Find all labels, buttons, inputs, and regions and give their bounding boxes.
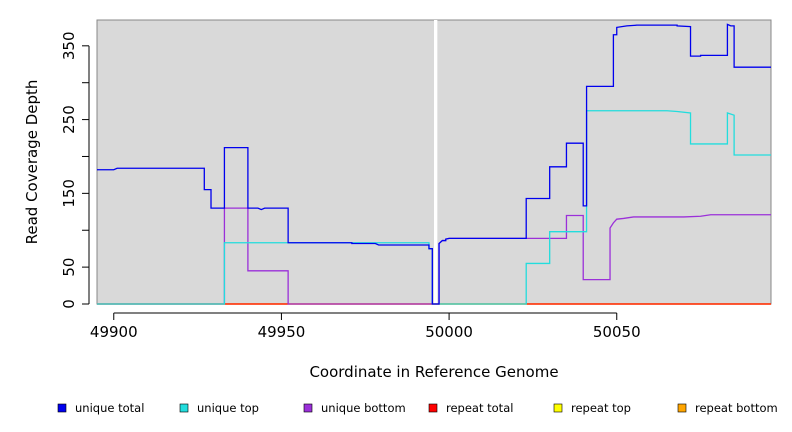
y-tick-label: 150 xyxy=(60,179,78,208)
legend-label: repeat top xyxy=(571,401,631,415)
y-tick-label: 50 xyxy=(60,258,78,277)
legend-swatch xyxy=(303,403,313,413)
gap-band xyxy=(434,20,438,304)
y-axis: 0 50 150 250 350 xyxy=(60,31,90,309)
x-tick-label: 50050 xyxy=(593,323,641,341)
legend-item-unique-total: unique total xyxy=(57,401,144,415)
legend-label: repeat total xyxy=(446,401,513,415)
legend-item-repeat-top: repeat top xyxy=(553,401,631,415)
legend-item-repeat-total: repeat total xyxy=(428,401,513,415)
x-axis-title: Coordinate in Reference Genome xyxy=(309,363,558,381)
legend-label: unique total xyxy=(75,401,144,415)
series-line-unique-total xyxy=(97,23,771,305)
legend-label: unique bottom xyxy=(321,401,406,415)
legend: unique total unique top unique bottom repea… xyxy=(57,401,778,415)
y-axis-title: Read Coverage Depth xyxy=(23,80,41,245)
legend-label: unique top xyxy=(197,401,259,415)
series-layer xyxy=(97,23,771,305)
x-tick-label: 50000 xyxy=(425,323,473,341)
legend-item-unique-top: unique top xyxy=(179,401,259,415)
legend-swatch xyxy=(677,403,687,413)
y-tick-label: 350 xyxy=(60,31,78,60)
legend-item-repeat-bottom: repeat bottom xyxy=(677,401,778,415)
legend-swatch xyxy=(57,403,67,413)
legend-swatch xyxy=(428,403,438,413)
legend-item-unique-bottom: unique bottom xyxy=(303,401,406,415)
y-tick-label: 250 xyxy=(60,105,78,134)
x-tick-label: 49950 xyxy=(258,323,306,341)
y-tick-label: 0 xyxy=(60,299,78,309)
legend-label: repeat bottom xyxy=(695,401,778,415)
legend-swatch xyxy=(179,403,189,413)
series-line-unique-bottom xyxy=(97,207,771,305)
x-tick-label: 49900 xyxy=(90,323,138,341)
x-axis: 49900 49950 50000 50050 xyxy=(90,312,641,341)
legend-swatch xyxy=(553,403,563,413)
